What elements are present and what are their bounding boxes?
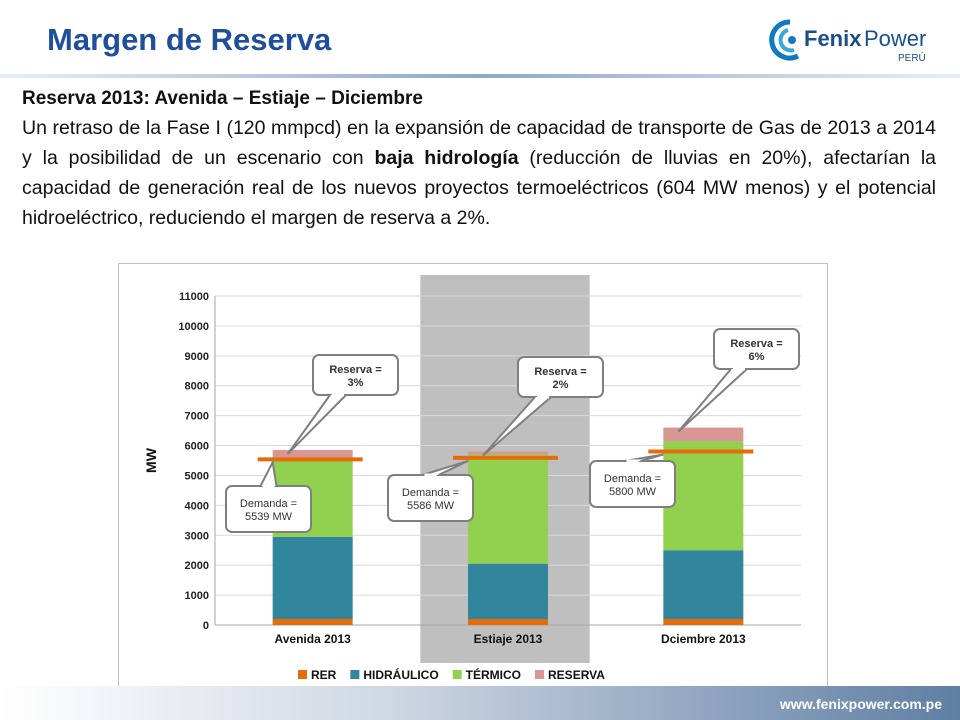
- y-tick-label: 5000: [185, 470, 209, 482]
- bar-segment: [663, 441, 744, 551]
- y-tick-label: 7000: [185, 411, 209, 423]
- y-tick-label: 3000: [185, 530, 209, 542]
- legend-label: RESERVA: [548, 668, 605, 682]
- legend-swatch: [535, 670, 545, 679]
- y-tick-label: 10000: [178, 321, 209, 333]
- callout-text: 3%: [348, 377, 364, 389]
- logo-country: PERÚ: [898, 51, 926, 64]
- reserve-margin-chart: 0 1000 2000 3000 4000 5000 6000 7000 8000 9000 100…: [118, 263, 828, 695]
- section-subtitle: Reserva 2013: Avenida – Estiaje – Diciem…: [22, 88, 423, 109]
- y-tick-label: 8000: [185, 381, 209, 393]
- bar-segment: [468, 619, 548, 625]
- bar-segment: [468, 563, 548, 620]
- y-tick-label: 11000: [179, 291, 209, 303]
- bar-segment: [663, 427, 744, 442]
- reserve-callout: Reserva =2%: [482, 356, 604, 457]
- reserve-callout: Reserva =3%: [286, 354, 399, 455]
- callout-text: 5586 MW: [407, 500, 455, 512]
- bar-segment: [468, 451, 548, 455]
- callout-pointer: [259, 459, 278, 487]
- bar-segment: [272, 536, 353, 620]
- callout-text: 6%: [749, 351, 765, 363]
- legend-label: HIDRÁULICO: [363, 667, 438, 682]
- fenix-swirl-icon: [769, 19, 800, 61]
- y-tick-label: 6000: [185, 441, 209, 453]
- bar-segment: [272, 450, 353, 458]
- callout-pointer: [422, 459, 469, 476]
- fenix-power-logo: Fenix Power PERÚ: [769, 19, 926, 64]
- logo-word-power: Power: [864, 26, 926, 51]
- callout-text: Reserva =: [329, 364, 381, 376]
- callout-text: 5800 MW: [609, 486, 657, 498]
- callout-pointer: [286, 394, 347, 455]
- x-tick-label: Dciembre 2013: [661, 632, 746, 646]
- logo-word-fenix: Fenix: [804, 26, 862, 51]
- callout-text: Reserva =: [534, 366, 586, 378]
- paragraph-text-2: (reducción de lluvias en 20%), afectaría…: [22, 147, 936, 229]
- callout-box: [312, 354, 399, 396]
- body-paragraph: Un retraso de la Fase I (120 mmpcd) en l…: [22, 113, 936, 233]
- callout-text: Reserva =: [730, 338, 782, 350]
- callout-text: Demanda =: [604, 473, 661, 485]
- callout-text: Demanda =: [240, 498, 297, 510]
- callout-text: 2%: [553, 379, 569, 391]
- legend-swatch: [298, 670, 307, 679]
- bar-segment: [663, 619, 744, 625]
- footer-bar: [0, 686, 960, 720]
- callout-text: Demanda =: [402, 487, 459, 499]
- bar-segment: [663, 550, 744, 620]
- bar-segment: [468, 454, 548, 564]
- demand-callout: Demanda =5586 MW: [387, 459, 474, 522]
- callout-box: [517, 356, 604, 398]
- paragraph-bold-text: baja hidrología: [374, 147, 519, 169]
- y-tick-label: 4000: [185, 500, 209, 512]
- header-divider: [0, 74, 960, 78]
- y-tick-label: 9000: [185, 351, 209, 363]
- y-tick-label: 2000: [185, 560, 209, 572]
- y-axis-label: MW: [143, 447, 159, 473]
- x-tick-label: Estiaje 2013: [474, 632, 543, 646]
- legend-label: RER: [311, 668, 337, 682]
- reserve-callout: Reserva =6%: [677, 328, 800, 433]
- bar-segment: [272, 619, 353, 625]
- callout-box: [713, 328, 800, 370]
- callout-pointer: [482, 396, 552, 457]
- legend-label: TÉRMICO: [466, 667, 521, 682]
- callout-text: 5539 MW: [245, 511, 293, 523]
- paragraph-text-1: Un retraso de la Fase I (120 mmpcd) en l…: [22, 117, 936, 169]
- demand-callout: Demanda =5539 MW: [225, 459, 312, 533]
- callout-pointer: [677, 368, 748, 433]
- y-tick-label: 0: [203, 620, 209, 632]
- page-title: Margen de Reserva: [47, 22, 332, 57]
- demand-callout: Demanda =5800 MW: [589, 453, 676, 508]
- x-tick-label: Avenida 2013: [275, 632, 352, 646]
- legend-swatch: [350, 670, 360, 679]
- callout-pointer: [624, 453, 664, 462]
- legend-swatch: [452, 670, 462, 679]
- y-tick-label: 1000: [185, 590, 209, 602]
- footer-url: www.fenixpower.com.pe: [779, 696, 942, 712]
